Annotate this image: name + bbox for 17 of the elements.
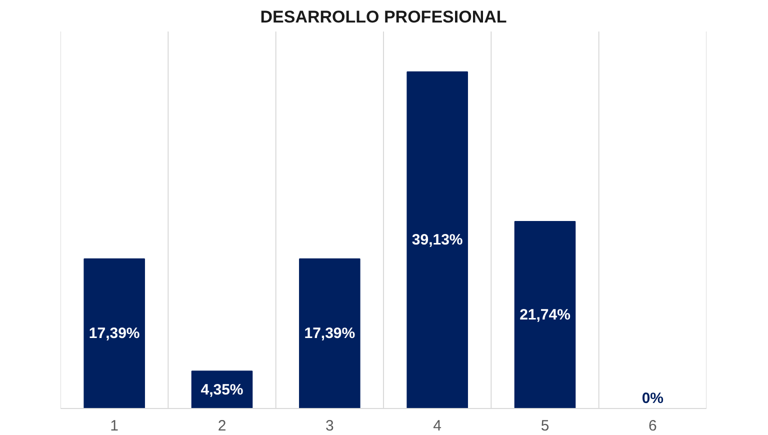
x-tick-label: 4 (433, 418, 442, 434)
bar (299, 258, 360, 408)
data-label: 17,39% (88, 325, 140, 342)
data-label: 21,74% (520, 306, 570, 324)
bar (84, 258, 145, 408)
bar (514, 220, 576, 408)
bar (406, 71, 468, 408)
chart-title: DESARROLLO PROFESIONAL (260, 8, 507, 26)
data-label: 39,13% (412, 232, 463, 249)
x-tick-label: 3 (325, 418, 334, 434)
data-label: 4,35% (200, 381, 244, 398)
data-label: 17,39% (304, 325, 356, 342)
x-tick-label: 2 (218, 418, 226, 434)
x-tick-label: 1 (110, 418, 119, 434)
data-label: 0% (642, 390, 664, 407)
x-tick-label: 6 (648, 418, 657, 434)
x-tick-label: 5 (540, 418, 550, 434)
